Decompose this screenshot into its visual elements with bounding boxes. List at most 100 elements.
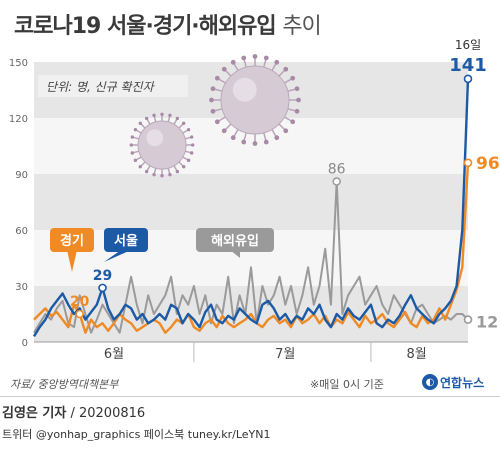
- series-line-1: [33, 180, 469, 334]
- spike-tip: [209, 97, 214, 103]
- spike-tip: [230, 135, 236, 141]
- spike-tip: [129, 143, 133, 147]
- spike-tip: [138, 165, 142, 169]
- series-tag-3: 서울: [104, 228, 148, 262]
- spike-tip: [221, 66, 227, 72]
- virus-illustration-small: [129, 112, 195, 178]
- spike-tip: [294, 86, 300, 92]
- spike-tip: [133, 158, 138, 163]
- spike-tip: [182, 121, 186, 125]
- tag-label: 서울: [114, 233, 138, 249]
- spike-tip: [263, 139, 269, 145]
- virus-illustration-large: [209, 54, 301, 146]
- end-label: 141: [449, 55, 487, 76]
- tag-pointer: [104, 250, 131, 262]
- tag-pointer: [67, 250, 77, 272]
- month-label: 8월: [406, 347, 426, 362]
- end-marker: [463, 315, 473, 324]
- spike-tip: [160, 112, 164, 116]
- spike-tip: [241, 139, 247, 145]
- series-line-3: [32, 78, 470, 338]
- base-time-note: ※매일 0시 기준: [310, 378, 384, 391]
- value-label: 20: [70, 294, 90, 310]
- month-label: 6월: [104, 347, 124, 362]
- yonhap-logo-icon: ◐: [422, 374, 438, 390]
- spike-tip: [210, 86, 216, 92]
- y-tick-label: 60: [15, 226, 28, 237]
- spike-tip: [152, 172, 156, 177]
- end-marker: [463, 74, 473, 84]
- value-marker: [75, 309, 84, 319]
- spike-tip: [138, 121, 142, 125]
- spike-tip: [296, 97, 301, 103]
- spike-tip: [130, 151, 135, 155]
- spike-tip: [133, 127, 138, 132]
- spike-tip: [230, 59, 236, 65]
- spike-tip: [152, 113, 156, 118]
- spike-tip: [274, 59, 280, 65]
- spike-tip: [241, 55, 247, 61]
- source-note: 자료/ 중앙방역대책본부: [10, 378, 119, 391]
- spike-tip: [290, 75, 296, 81]
- last-day-label: 16일: [455, 38, 481, 52]
- tag-label: 경기: [60, 233, 84, 249]
- social-links: 트위터 @yonhap_graphics 페이스북 tuney.kr/LeYN1: [2, 428, 271, 441]
- spike-tip: [189, 135, 194, 139]
- spike-tip: [182, 165, 186, 169]
- spike-tip: [283, 128, 289, 134]
- spike-tip: [283, 66, 289, 72]
- spike-tip: [186, 127, 191, 132]
- divider: [0, 396, 500, 397]
- spike-tip: [144, 169, 149, 174]
- spike-tip: [189, 151, 194, 155]
- y-tick-label: 90: [15, 170, 28, 181]
- y-tick-label: 120: [9, 114, 28, 125]
- logo-text: 연합뉴스: [440, 375, 485, 390]
- credit-line: 김영은 기자 / 20200816: [2, 406, 146, 421]
- spike-tip: [210, 108, 216, 114]
- unit-note: 단위: 명, 신규 확진자: [38, 75, 188, 97]
- spike-tip: [160, 174, 164, 178]
- spike-tip: [252, 141, 258, 146]
- yonhap-logo: ◐ 연합뉴스: [422, 373, 484, 391]
- value-marker: [98, 283, 107, 293]
- y-tick-label: 150: [9, 58, 28, 69]
- spike-tip: [263, 55, 269, 61]
- spike-tip: [144, 116, 149, 121]
- tag-box: [196, 228, 274, 252]
- peak-label: 86: [328, 161, 346, 177]
- series-tag-1: 해외유입: [196, 228, 274, 258]
- spike-tip: [130, 135, 135, 139]
- spike-tip: [214, 75, 220, 81]
- series-tag-2: 경기: [50, 228, 94, 272]
- end-label: 96: [476, 154, 500, 174]
- spike-tip: [175, 116, 180, 121]
- peak-marker: [332, 177, 341, 186]
- series-line-2: [33, 162, 470, 334]
- spike-tip: [294, 108, 300, 114]
- value-label: 29: [93, 268, 112, 284]
- grid-band: [34, 174, 468, 230]
- y-tick-label: 0: [22, 338, 28, 349]
- virus-highlight: [146, 129, 164, 147]
- tag-label: 해외유입: [211, 233, 259, 249]
- unit-note-text: 단위: 명, 신규 확진자: [46, 80, 156, 94]
- spike-tip: [274, 135, 280, 141]
- virus-highlight: [232, 77, 257, 102]
- month-label: 7월: [275, 347, 295, 362]
- spike-tip: [191, 143, 195, 147]
- spike-tip: [186, 158, 191, 163]
- tag-box: [104, 228, 148, 252]
- virus-body: [220, 65, 290, 135]
- spike-tip: [252, 54, 258, 59]
- unit-note-box: [38, 75, 188, 97]
- chart-title: 코로나19 서울·경기·해외유입 추이: [14, 14, 322, 39]
- spike-tip: [221, 128, 227, 134]
- spike-tip: [214, 119, 220, 125]
- spike-tip: [168, 172, 172, 177]
- line-chart: 0 30 60 90 120 150 6월 7월 8월 단위: 명, 신규 확진자 86 12 96 14…: [9, 38, 500, 362]
- spike-tip: [168, 113, 172, 118]
- tag-box: [50, 228, 94, 252]
- end-label: 12: [476, 313, 498, 332]
